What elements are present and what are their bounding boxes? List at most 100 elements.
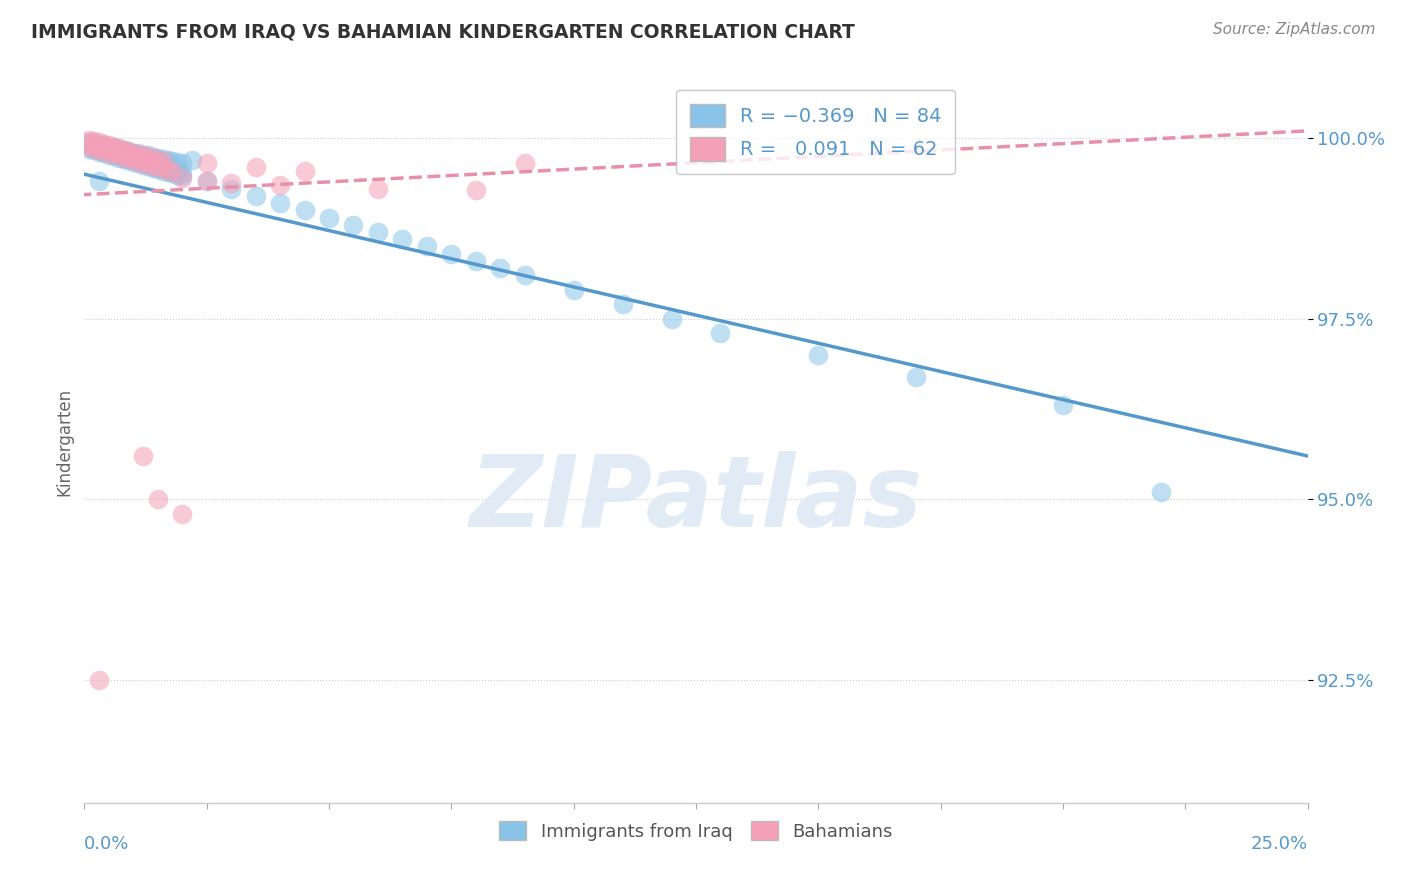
Text: Source: ZipAtlas.com: Source: ZipAtlas.com	[1212, 22, 1375, 37]
Point	[112, 143, 135, 157]
Point	[93, 144, 115, 158]
Point	[162, 166, 184, 180]
Point	[127, 154, 149, 169]
Point	[612, 297, 634, 311]
Point	[132, 147, 155, 161]
Point	[146, 492, 169, 507]
Point	[122, 151, 145, 165]
Point	[83, 140, 105, 154]
Point	[127, 151, 149, 165]
Point	[83, 137, 105, 152]
Point	[93, 138, 115, 153]
Point	[103, 149, 125, 163]
Point	[146, 159, 169, 173]
Point	[391, 232, 413, 246]
Point	[77, 140, 100, 154]
Point	[661, 311, 683, 326]
Point	[162, 164, 184, 178]
Point	[132, 154, 155, 169]
Point	[318, 211, 340, 225]
Point	[122, 155, 145, 169]
Point	[136, 148, 159, 162]
Point	[87, 174, 110, 188]
Point	[367, 181, 389, 195]
Point	[156, 161, 179, 176]
Point	[122, 145, 145, 160]
Point	[87, 143, 110, 157]
Point	[156, 153, 179, 167]
Point	[152, 161, 174, 176]
Point	[195, 174, 218, 188]
Point	[269, 178, 291, 192]
Text: 0.0%: 0.0%	[84, 835, 129, 854]
Point	[146, 151, 169, 165]
Text: 25.0%: 25.0%	[1250, 835, 1308, 854]
Point	[342, 218, 364, 232]
Point	[142, 159, 165, 173]
Point	[172, 507, 194, 521]
Point	[142, 151, 165, 165]
Point	[112, 150, 135, 164]
Point	[103, 147, 125, 161]
Point	[107, 151, 129, 165]
Point	[1052, 398, 1074, 412]
Point	[103, 145, 125, 160]
Point	[83, 136, 105, 150]
Text: ZIPatlas: ZIPatlas	[470, 450, 922, 548]
Point	[117, 144, 139, 158]
Point	[122, 145, 145, 160]
Point	[513, 268, 536, 283]
Point	[107, 148, 129, 162]
Point	[294, 203, 316, 218]
Point	[219, 181, 242, 195]
Point	[132, 148, 155, 162]
Point	[562, 283, 585, 297]
Point	[245, 160, 267, 174]
Point	[219, 176, 242, 190]
Point	[117, 147, 139, 161]
Legend: Immigrants from Iraq, Bahamians: Immigrants from Iraq, Bahamians	[492, 814, 900, 848]
Point	[132, 152, 155, 166]
Point	[117, 151, 139, 165]
Point	[87, 141, 110, 155]
Point	[709, 326, 731, 340]
Point	[464, 183, 486, 197]
Point	[93, 136, 115, 151]
Point	[87, 137, 110, 152]
Point	[132, 155, 155, 169]
Point	[97, 144, 120, 158]
Point	[112, 146, 135, 161]
Point	[172, 169, 194, 184]
Point	[127, 147, 149, 161]
Point	[489, 261, 512, 276]
Point	[83, 141, 105, 155]
Point	[136, 155, 159, 169]
Point	[166, 164, 188, 178]
Point	[162, 154, 184, 169]
Point	[77, 136, 100, 150]
Point	[93, 143, 115, 157]
Point	[245, 189, 267, 203]
Point	[93, 140, 115, 154]
Point	[464, 253, 486, 268]
Point	[513, 156, 536, 170]
Point	[97, 145, 120, 160]
Point	[87, 136, 110, 150]
Point	[162, 162, 184, 177]
Point	[181, 153, 204, 167]
Point	[166, 168, 188, 182]
Point	[93, 146, 115, 161]
Point	[117, 153, 139, 168]
Point	[77, 138, 100, 153]
Point	[294, 163, 316, 178]
Point	[156, 162, 179, 177]
Point	[142, 150, 165, 164]
Point	[122, 153, 145, 167]
Point	[117, 150, 139, 164]
Point	[166, 155, 188, 169]
Point	[172, 166, 194, 180]
Point	[146, 162, 169, 177]
Point	[117, 144, 139, 158]
Text: IMMIGRANTS FROM IRAQ VS BAHAMIAN KINDERGARTEN CORRELATION CHART: IMMIGRANTS FROM IRAQ VS BAHAMIAN KINDERG…	[31, 22, 855, 41]
Y-axis label: Kindergarten: Kindergarten	[55, 387, 73, 496]
